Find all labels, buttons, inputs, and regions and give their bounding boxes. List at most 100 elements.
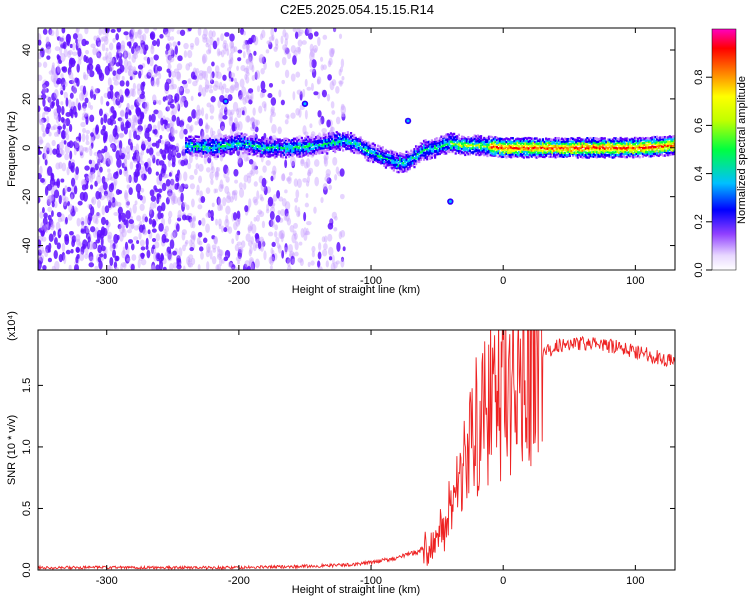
heatmap-cell [130, 243, 135, 251]
heatmap-cell [88, 256, 94, 263]
colorbar-label: Normalized spectral amplitude [736, 76, 748, 224]
heatmap-cell [323, 157, 329, 167]
heatmap-cell [340, 229, 346, 238]
heatmap-cell [72, 85, 77, 94]
heatmap-cell [222, 42, 227, 49]
heatmap-cell [204, 79, 210, 90]
heatmap-cell [171, 127, 175, 137]
heatmap-cell [97, 158, 101, 166]
heatmap-cell [243, 67, 249, 73]
heatmap-cell [51, 265, 56, 270]
heatmap-cell [205, 187, 211, 195]
heatmap-cell [288, 171, 293, 176]
heatmap-cell [270, 108, 275, 116]
heatmap-cell [325, 169, 331, 177]
bottom-x-tick-label: -200 [228, 575, 250, 587]
heatmap-cell [259, 194, 263, 200]
heatmap-cell [172, 195, 178, 205]
heatmap-cell [381, 146, 384, 149]
heatmap-cell [233, 77, 237, 84]
heatmap-cell [214, 65, 220, 74]
heatmap-cell [140, 160, 145, 166]
heatmap-cell [178, 120, 185, 128]
heatmap-cell [38, 249, 42, 257]
heatmap-cell [134, 116, 138, 123]
heatmap-cell [250, 262, 254, 270]
heatmap-cell [247, 224, 252, 234]
heatmap-cell [86, 241, 91, 250]
heatmap-cell [120, 109, 125, 118]
heatmap-cell [236, 210, 241, 220]
heatmap-cell [333, 261, 338, 269]
heatmap-cell [336, 241, 341, 252]
heatmap-cell [252, 242, 257, 252]
heatmap-cell [294, 31, 299, 40]
heatmap-cell [62, 84, 66, 91]
heatmap-cell [72, 105, 77, 115]
heatmap-cell [44, 223, 49, 234]
heatmap-cell [108, 51, 112, 60]
heatmap-cell [79, 151, 83, 156]
heatmap-cell [149, 57, 154, 67]
heatmap-cell [250, 167, 256, 177]
heatmap-cell [75, 39, 79, 44]
heatmap-cell [329, 132, 332, 136]
heatmap-cell [239, 187, 245, 198]
heatmap-cell [298, 241, 303, 246]
heatmap-cell [188, 126, 193, 133]
heatmap-cell [172, 262, 178, 269]
heatmap-cell [308, 32, 314, 40]
heatmap-cell [65, 118, 71, 127]
heatmap-cell [171, 71, 177, 78]
heatmap-cell [213, 236, 219, 245]
heatmap-cell [175, 223, 180, 232]
heatmap-cell [198, 70, 204, 76]
heatmap-cell [119, 232, 124, 242]
heatmap-cell [65, 127, 69, 135]
heatmap-cell [230, 84, 236, 91]
heatmap-cell [248, 99, 253, 105]
heatmap-cell [262, 155, 265, 158]
heatmap-cell [125, 174, 131, 183]
heatmap-cell [205, 37, 209, 45]
heatmap-cell [107, 231, 113, 240]
heatmap-cell [235, 108, 240, 115]
heatmap-cell [299, 90, 303, 101]
heatmap-cell [167, 159, 171, 168]
heatmap-cell [273, 28, 277, 33]
heatmap-cell [285, 113, 290, 118]
heatmap-cell [326, 119, 331, 128]
heatmap-cell [230, 109, 235, 116]
heatmap-cell [454, 152, 457, 155]
figure-title: C2E5.2025.054.15.15.R14 [280, 2, 434, 17]
heatmap-cell [284, 246, 288, 255]
heatmap-cell [181, 80, 188, 85]
heatmap-cell [170, 110, 174, 116]
heatmap-cell [278, 89, 282, 98]
heatmap-cell [181, 232, 186, 241]
heatmap-cell [149, 189, 155, 197]
heatmap-cell [157, 211, 162, 220]
heatmap-cell [333, 227, 338, 232]
heatmap-cell [430, 156, 434, 159]
heatmap-cell [321, 89, 327, 98]
heatmap-cell [175, 71, 181, 80]
heatmap-cell [151, 39, 157, 47]
heatmap-cell [349, 132, 353, 135]
heatmap-cell [209, 115, 214, 120]
heatmap-cell [277, 244, 282, 254]
heatmap-cell [193, 168, 198, 176]
heatmap-cell [165, 141, 171, 150]
heatmap-cell [104, 65, 111, 76]
heatmap-cell [290, 45, 296, 54]
heatmap-cell [101, 43, 106, 52]
heatmap-cell [281, 56, 287, 66]
heatmap-cell [81, 221, 85, 226]
heatmap-cell [227, 94, 233, 102]
heatmap-cell [196, 104, 201, 113]
heatmap-cell [275, 215, 281, 223]
heatmap-cell [62, 198, 67, 207]
heatmap-cell [194, 36, 200, 46]
heatmap-cell [153, 109, 159, 115]
heatmap-cell [123, 161, 128, 169]
